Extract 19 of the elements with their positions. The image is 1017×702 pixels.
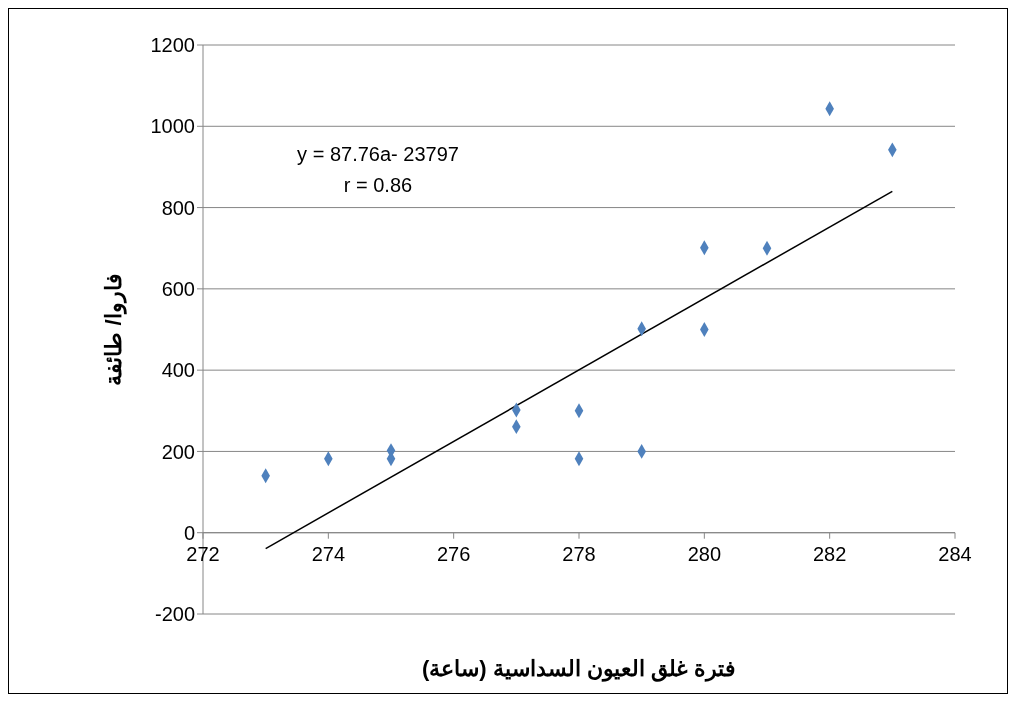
y-tick-label: 600 xyxy=(161,277,195,300)
x-tick-label: 280 xyxy=(687,542,722,565)
x-tick-label: 278 xyxy=(562,542,596,565)
annotation: r = 0.86 xyxy=(342,174,414,197)
x-tick-label: 276 xyxy=(436,542,471,565)
y-tick-label: 800 xyxy=(161,196,195,219)
x-tick-label: 272 xyxy=(186,542,220,565)
annotation: y = 87.76a- 23797 xyxy=(296,143,460,166)
y-tick-label: 400 xyxy=(161,359,195,382)
y-tick-label: 200 xyxy=(161,440,195,463)
y-tick-label: 1000 xyxy=(150,115,195,138)
y-axis-title: فاروا/ طائفة xyxy=(100,273,127,386)
x-axis-title: فترة غلق العيون السداسية (ساعة) xyxy=(421,656,737,682)
x-tick-label: 282 xyxy=(812,542,847,565)
y-tick-label: 0 xyxy=(183,521,195,544)
x-tick-label: 274 xyxy=(311,542,346,565)
y-tick-label: -200 xyxy=(154,603,195,626)
y-tick-label: 1200 xyxy=(150,34,195,57)
x-tick-label: 284 xyxy=(938,542,972,565)
